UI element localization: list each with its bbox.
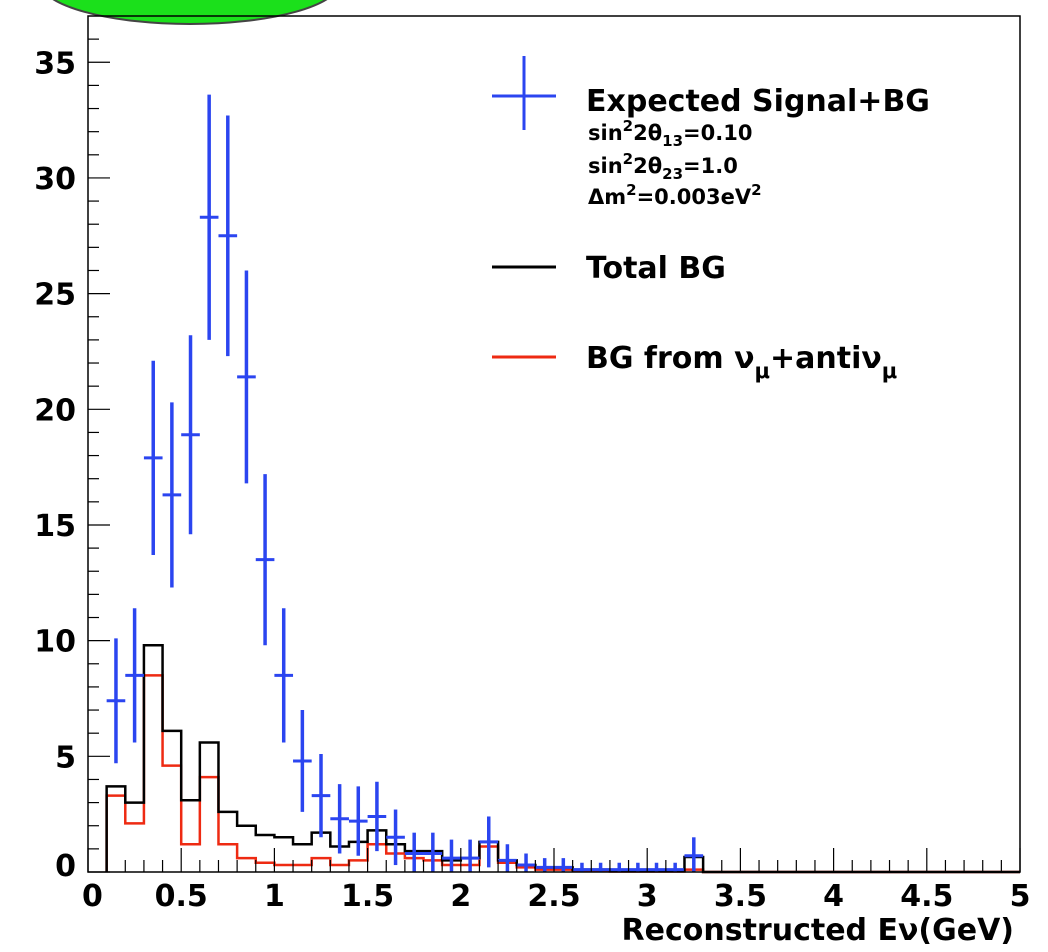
signal-data-point <box>628 862 648 872</box>
signal-data-point <box>218 115 238 357</box>
y-tick-label: 5 <box>55 740 76 775</box>
signal-points <box>106 94 704 872</box>
x-tick-label: 3 <box>637 879 658 914</box>
signal-data-point <box>665 862 685 872</box>
signal-data-point <box>181 335 200 535</box>
y-tick-label: 15 <box>34 509 76 544</box>
legend-param-sin13: sin22θ13=0.10 <box>588 117 752 150</box>
signal-data-point <box>143 360 163 556</box>
signal-data-point <box>255 474 275 646</box>
x-tick-label: 2 <box>450 879 471 914</box>
y-tick-label: 30 <box>34 162 76 197</box>
numu-background-histogram <box>105 674 1020 874</box>
x-tick-label: 1.5 <box>341 879 394 914</box>
signal-data-point <box>479 816 499 868</box>
signal-data-point <box>311 754 331 838</box>
y-tick-labels: 0 5 10 15 20 25 30 35 <box>34 46 76 884</box>
x-tick-label: 4.5 <box>900 879 953 914</box>
legend-param-dm2: Δm2=0.003eV2 <box>588 181 762 209</box>
signal-data-point <box>293 710 312 812</box>
signal-data-point <box>460 839 480 872</box>
y-tick-label: 25 <box>34 278 76 313</box>
signal-data-point <box>386 809 405 866</box>
y-tick-label: 20 <box>34 393 76 428</box>
signal-data-point <box>330 784 349 854</box>
y-tick-label: 10 <box>34 625 76 660</box>
signal-data-point <box>591 862 610 872</box>
signal-data-point <box>404 832 424 872</box>
y-tick-label: 0 <box>55 849 76 884</box>
y-tick-label: 35 <box>34 46 76 81</box>
signal-data-point <box>199 94 219 340</box>
signal-data-point <box>498 844 517 872</box>
x-tick-label: 4 <box>823 879 844 914</box>
axes <box>87 15 1021 873</box>
x-tick-label: 5 <box>1010 879 1031 914</box>
signal-data-point <box>609 862 629 872</box>
signal-data-point <box>274 608 294 743</box>
numu-background-step-line <box>105 674 1020 874</box>
total-background-step-line <box>105 644 1020 874</box>
signal-data-point <box>442 839 461 872</box>
signal-data-point <box>423 832 443 872</box>
signal-data-point <box>647 862 666 872</box>
signal-data-point <box>572 862 592 872</box>
corner-highlight-shape <box>52 0 328 25</box>
x-tick-label: 2.5 <box>527 879 580 914</box>
signal-data-point <box>237 270 256 484</box>
x-tick-labels: 0 0.5 1 1.5 2 2.5 3 3.5 4 4.5 5 <box>82 879 1030 914</box>
legend: Expected Signal+BG sin22θ13=0.10 sin22θ2… <box>492 56 930 383</box>
x-tick-label: 3.5 <box>714 879 767 914</box>
signal-data-point <box>516 853 536 872</box>
x-tick-label: 0 <box>82 879 103 914</box>
legend-total-bg-label: Total BG <box>586 251 726 286</box>
signal-data-point <box>106 638 126 764</box>
signal-data-point <box>162 402 182 588</box>
signal-data-point <box>684 837 704 872</box>
signal-data-point <box>554 858 573 872</box>
legend-param-sin23: sin22θ23=1.0 <box>588 150 738 183</box>
signal-data-point <box>367 781 387 852</box>
x-axis-title: Reconstructed Eν(GeV) <box>622 913 1014 948</box>
x-tick-label: 0.5 <box>155 879 208 914</box>
total-background-histogram <box>105 644 1020 874</box>
legend-numu-bg-label: BG from νμ+antiνμ <box>586 341 897 383</box>
signal-data-point <box>535 858 554 872</box>
legend-signal-label: Expected Signal+BG <box>586 84 930 119</box>
signal-data-point <box>348 786 368 856</box>
x-tick-label: 1 <box>264 879 285 914</box>
signal-data-point <box>125 608 144 743</box>
